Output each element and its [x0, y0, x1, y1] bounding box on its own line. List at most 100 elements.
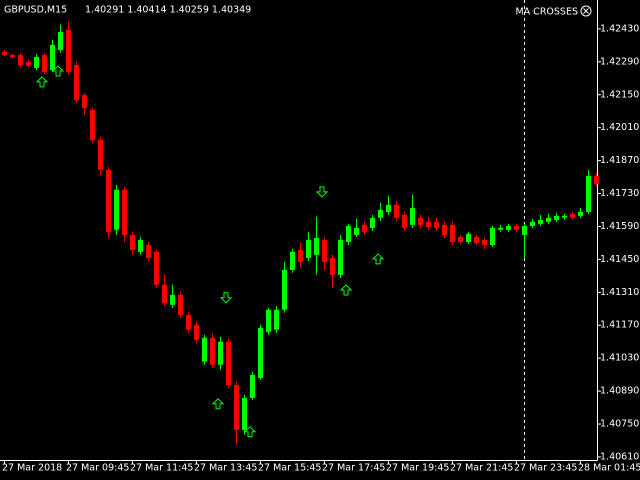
- candle-body: [58, 31, 63, 51]
- candle-body: [162, 284, 167, 303]
- candle-body: [146, 245, 151, 258]
- candle-body: [482, 239, 487, 246]
- candle-body: [266, 309, 271, 332]
- x-tick-label: 27 Mar 19:45: [386, 463, 449, 474]
- candle-body: [202, 337, 207, 362]
- candle-body: [330, 257, 335, 275]
- candle-body: [218, 341, 223, 365]
- candle-body: [42, 55, 47, 72]
- candle-body: [282, 269, 287, 310]
- candle-body: [34, 56, 39, 68]
- candle-body: [570, 213, 575, 218]
- candle-body: [170, 294, 175, 305]
- y-tick-label: 1.42150: [600, 89, 639, 100]
- candle-body: [498, 227, 503, 230]
- candle-body: [506, 226, 511, 230]
- plot: [2, 21, 599, 445]
- candle-body: [274, 309, 279, 330]
- signal-arrow-up: [35, 76, 49, 88]
- candle-body: [178, 294, 183, 315]
- signal-arrow-down: [315, 186, 329, 198]
- quote: 1.40291 1.40414 1.40259 1.40349: [85, 5, 251, 16]
- candle-body: [226, 341, 231, 385]
- y-tick-label: 1.41030: [600, 353, 639, 364]
- candle-body: [210, 337, 215, 365]
- candle-body: [234, 384, 239, 430]
- y-tick-label: 1.40750: [600, 419, 639, 430]
- candle-body: [442, 224, 447, 235]
- candle-body: [10, 55, 15, 57]
- candle-body: [50, 44, 55, 71]
- x-tick-label: 27 Mar 23:45: [514, 463, 577, 474]
- signal-arrow-down: [219, 292, 233, 304]
- candle-body: [594, 175, 599, 184]
- candle-body: [338, 239, 343, 275]
- y-tick-label: 1.41170: [600, 320, 639, 331]
- y-tick-label: 1.40610: [600, 451, 639, 462]
- candle-body: [314, 237, 319, 255]
- signal-arrow-up: [51, 65, 65, 77]
- x-tick-label: 27 Mar 13:45: [194, 463, 257, 474]
- candle-body: [66, 29, 71, 72]
- candle-body: [586, 175, 591, 212]
- icon-cross: [583, 8, 589, 14]
- x-tick-label: 27 Mar 15:45: [258, 463, 321, 474]
- candle-body: [82, 95, 87, 108]
- candle-body: [122, 189, 127, 235]
- signal-arrow-up: [371, 253, 385, 265]
- y-tick-label: 1.42010: [600, 122, 639, 133]
- candle-body: [458, 236, 463, 242]
- candle-body: [130, 234, 135, 250]
- y-tick-label: 1.40890: [600, 386, 639, 397]
- candle-body: [90, 109, 95, 140]
- y-tick-label: 1.41310: [600, 287, 639, 298]
- close-icon[interactable]: [580, 5, 592, 17]
- candle-body: [522, 226, 527, 235]
- y-tick-label: 1.41870: [600, 155, 639, 166]
- candle-body: [242, 397, 247, 430]
- candle-body: [538, 219, 543, 224]
- candle-body: [402, 214, 407, 228]
- candle-body: [546, 217, 551, 222]
- icon-circle: [580, 5, 592, 17]
- y-tick-label: 1.42430: [600, 23, 639, 34]
- x-tick-label: 27 Mar 17:45: [322, 463, 385, 474]
- candle-body: [554, 215, 559, 220]
- x-tick-label: 28 Mar 01:45: [578, 463, 640, 474]
- symbol: GBPUSD,M15: [4, 5, 67, 16]
- candle-body: [250, 374, 255, 398]
- signal-arrow-up: [211, 398, 225, 410]
- candle-body: [562, 215, 567, 218]
- candle-body: [154, 251, 159, 285]
- candle-body: [434, 221, 439, 228]
- candle-body: [370, 217, 375, 228]
- y-tick-label: 1.42290: [600, 56, 639, 67]
- candle-body: [306, 239, 311, 258]
- candle-body: [362, 224, 367, 232]
- candle-body: [18, 55, 23, 65]
- candle-body: [530, 221, 535, 227]
- candle-body: [474, 236, 479, 243]
- candle-body: [490, 227, 495, 246]
- candle-body: [346, 226, 351, 242]
- candle-body: [578, 211, 583, 216]
- candle-body: [258, 327, 263, 378]
- candle-body: [354, 227, 359, 235]
- y-tick-label: 1.41730: [600, 188, 639, 199]
- candle-body: [98, 139, 103, 170]
- candle-body: [466, 233, 471, 242]
- signal-arrow-up: [339, 284, 353, 296]
- x-tick-label: 27 Mar 21:45: [450, 463, 513, 474]
- candle-body: [386, 204, 391, 212]
- candle-body: [418, 217, 423, 225]
- candle-body: [410, 207, 415, 225]
- candle-body: [26, 61, 31, 66]
- candle-body: [106, 169, 111, 232]
- candle-body: [74, 64, 79, 100]
- candle-body: [450, 224, 455, 242]
- candle-body: [394, 204, 399, 218]
- candle-body: [290, 251, 295, 270]
- candle-body: [2, 51, 7, 56]
- candle-body: [426, 221, 431, 227]
